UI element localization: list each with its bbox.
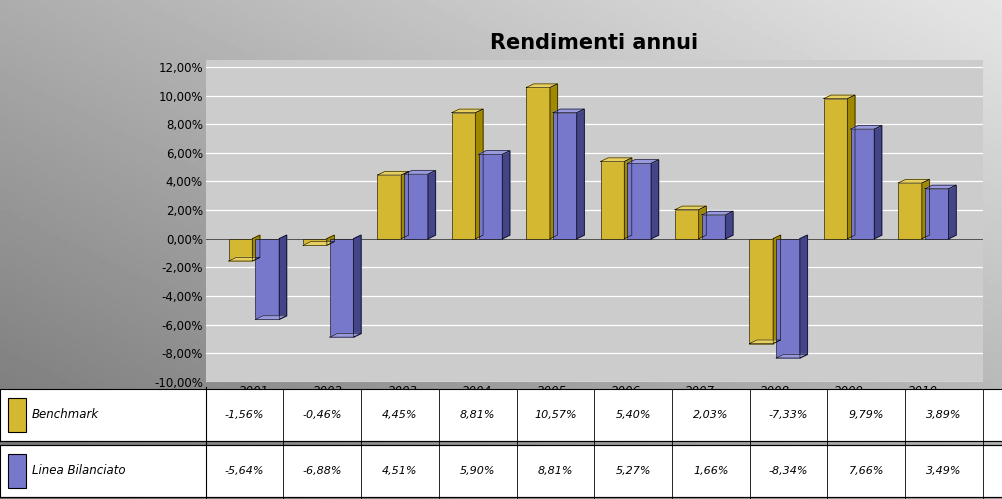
- Polygon shape: [502, 151, 509, 239]
- Text: 4,45%: 4,45%: [382, 410, 417, 420]
- Bar: [404, 174, 428, 239]
- Text: -5,64%: -5,64%: [224, 466, 264, 476]
- Text: 7,66%: 7,66%: [848, 466, 883, 476]
- Polygon shape: [701, 212, 732, 215]
- Polygon shape: [698, 206, 705, 239]
- Polygon shape: [526, 84, 557, 87]
- Text: Benchmark: Benchmark: [32, 408, 99, 421]
- Polygon shape: [800, 235, 807, 358]
- Polygon shape: [776, 354, 807, 358]
- Polygon shape: [576, 109, 583, 239]
- Polygon shape: [475, 109, 483, 239]
- Text: Linea Bilanciato: Linea Bilanciato: [32, 465, 125, 478]
- Text: 9,79%: 9,79%: [848, 410, 883, 420]
- Bar: [600, 162, 624, 239]
- Polygon shape: [748, 340, 780, 343]
- Bar: [478, 154, 502, 239]
- Bar: [256, 239, 279, 319]
- Polygon shape: [552, 109, 583, 113]
- Polygon shape: [823, 95, 854, 99]
- Polygon shape: [401, 172, 408, 239]
- Bar: [924, 189, 948, 239]
- Text: 5,90%: 5,90%: [460, 466, 495, 476]
- Bar: [627, 163, 650, 239]
- Polygon shape: [724, 212, 732, 239]
- Bar: [330, 239, 354, 337]
- Bar: [748, 239, 773, 343]
- Text: -8,34%: -8,34%: [769, 466, 808, 476]
- Text: 3,49%: 3,49%: [926, 466, 961, 476]
- Text: 4,51%: 4,51%: [382, 466, 417, 476]
- Text: -6,88%: -6,88%: [303, 466, 342, 476]
- Polygon shape: [850, 126, 881, 129]
- Text: 3,89%: 3,89%: [926, 410, 961, 420]
- Polygon shape: [256, 316, 287, 319]
- Text: 5,27%: 5,27%: [615, 466, 650, 476]
- Polygon shape: [773, 235, 780, 343]
- Bar: [850, 129, 874, 239]
- Text: 1,66%: 1,66%: [692, 466, 727, 476]
- Polygon shape: [478, 151, 509, 154]
- Polygon shape: [600, 158, 631, 162]
- Text: 10,57%: 10,57%: [534, 410, 576, 420]
- Polygon shape: [279, 235, 287, 319]
- Text: -7,33%: -7,33%: [769, 410, 808, 420]
- Bar: [0, 389, 1002, 441]
- Bar: [823, 99, 847, 239]
- Text: -1,56%: -1,56%: [224, 410, 264, 420]
- Bar: [228, 239, 253, 261]
- Polygon shape: [924, 185, 955, 189]
- Polygon shape: [650, 160, 658, 239]
- Bar: [377, 175, 401, 239]
- Polygon shape: [330, 333, 361, 337]
- Polygon shape: [354, 235, 361, 337]
- Polygon shape: [327, 235, 334, 246]
- Title: Rendimenti annui: Rendimenti annui: [490, 33, 697, 53]
- Bar: [303, 239, 327, 246]
- Polygon shape: [948, 185, 955, 239]
- Polygon shape: [897, 180, 929, 183]
- Bar: [552, 113, 576, 239]
- Bar: [674, 210, 698, 239]
- Polygon shape: [253, 235, 260, 261]
- Polygon shape: [627, 160, 658, 163]
- Text: 5,40%: 5,40%: [615, 410, 650, 420]
- Bar: [0, 445, 1002, 497]
- Text: 2,03%: 2,03%: [692, 410, 727, 420]
- Bar: [8, 398, 26, 432]
- Polygon shape: [847, 95, 854, 239]
- Bar: [451, 113, 475, 239]
- Polygon shape: [921, 180, 929, 239]
- Bar: [701, 215, 724, 239]
- Text: 8,81%: 8,81%: [460, 410, 495, 420]
- Bar: [897, 183, 921, 239]
- Polygon shape: [377, 172, 408, 175]
- Polygon shape: [303, 242, 334, 246]
- Text: 8,81%: 8,81%: [537, 466, 572, 476]
- Polygon shape: [874, 126, 881, 239]
- Bar: [526, 87, 549, 239]
- Text: -0,46%: -0,46%: [303, 410, 342, 420]
- Polygon shape: [624, 158, 631, 239]
- Bar: [776, 239, 800, 358]
- Bar: [8, 454, 26, 488]
- Polygon shape: [228, 257, 260, 261]
- Polygon shape: [404, 171, 435, 174]
- Polygon shape: [674, 206, 705, 210]
- Polygon shape: [451, 109, 483, 113]
- Polygon shape: [549, 84, 557, 239]
- Polygon shape: [428, 171, 435, 239]
